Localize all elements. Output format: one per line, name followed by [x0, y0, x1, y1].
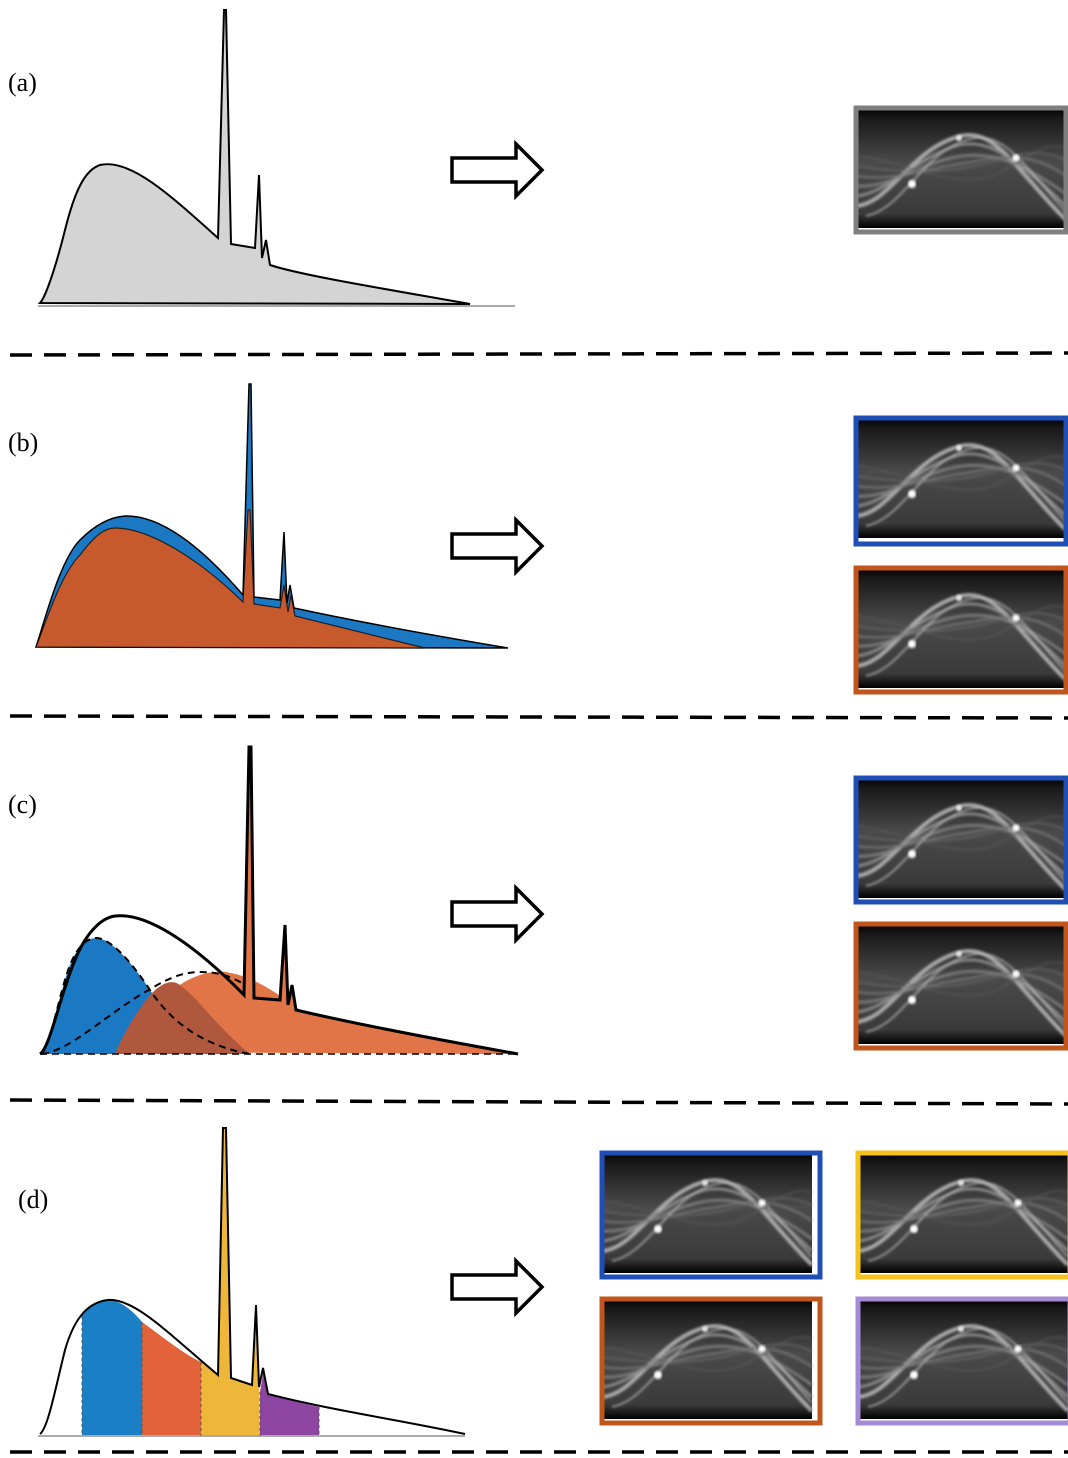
energy-bin-3 — [201, 1128, 260, 1435]
panel-b — [34, 383, 1068, 695]
sinogram-a — [853, 105, 1068, 235]
sinogram-c-low — [853, 921, 1068, 1051]
sinogram-d-bin-1 — [599, 1150, 823, 1280]
spectrum-b-orange — [35, 509, 426, 649]
panel-label-c: (c) — [8, 790, 37, 819]
right-arrow-icon — [450, 886, 544, 942]
panel-label-d: (d) — [18, 1185, 49, 1214]
divider — [9, 714, 1068, 720]
energy-bin-2 — [142, 1322, 201, 1435]
panel-c — [38, 745, 1068, 1056]
spectrum-a — [37, 9, 471, 305]
sinogram-d-bin-3 — [855, 1150, 1068, 1280]
panel-label-b: (b) — [8, 428, 39, 457]
panel-a — [37, 9, 1068, 307]
sinogram-d-bin-2 — [599, 1296, 823, 1426]
right-arrow-icon — [450, 518, 544, 574]
energy-bin-1 — [82, 1300, 142, 1435]
spectrum-c-low-layer — [42, 938, 250, 1054]
sinogram-b-low — [853, 565, 1068, 695]
right-arrow-icon — [450, 1259, 544, 1315]
panel-label-a: (a) — [8, 68, 37, 97]
sinogram-c-high — [853, 775, 1068, 905]
spectrum-d-outline — [39, 1127, 466, 1435]
spectrum-c-outline — [38, 745, 519, 1056]
energy-bin-4 — [260, 1368, 319, 1435]
divider — [9, 1098, 1068, 1106]
spectrum-c-overlap — [115, 982, 250, 1054]
sinogram-d-bin-4 — [855, 1296, 1068, 1426]
right-arrow-icon — [450, 142, 544, 198]
divider — [9, 351, 1068, 357]
panel-d — [38, 1127, 1068, 1437]
sinogram-b-high — [853, 415, 1068, 547]
